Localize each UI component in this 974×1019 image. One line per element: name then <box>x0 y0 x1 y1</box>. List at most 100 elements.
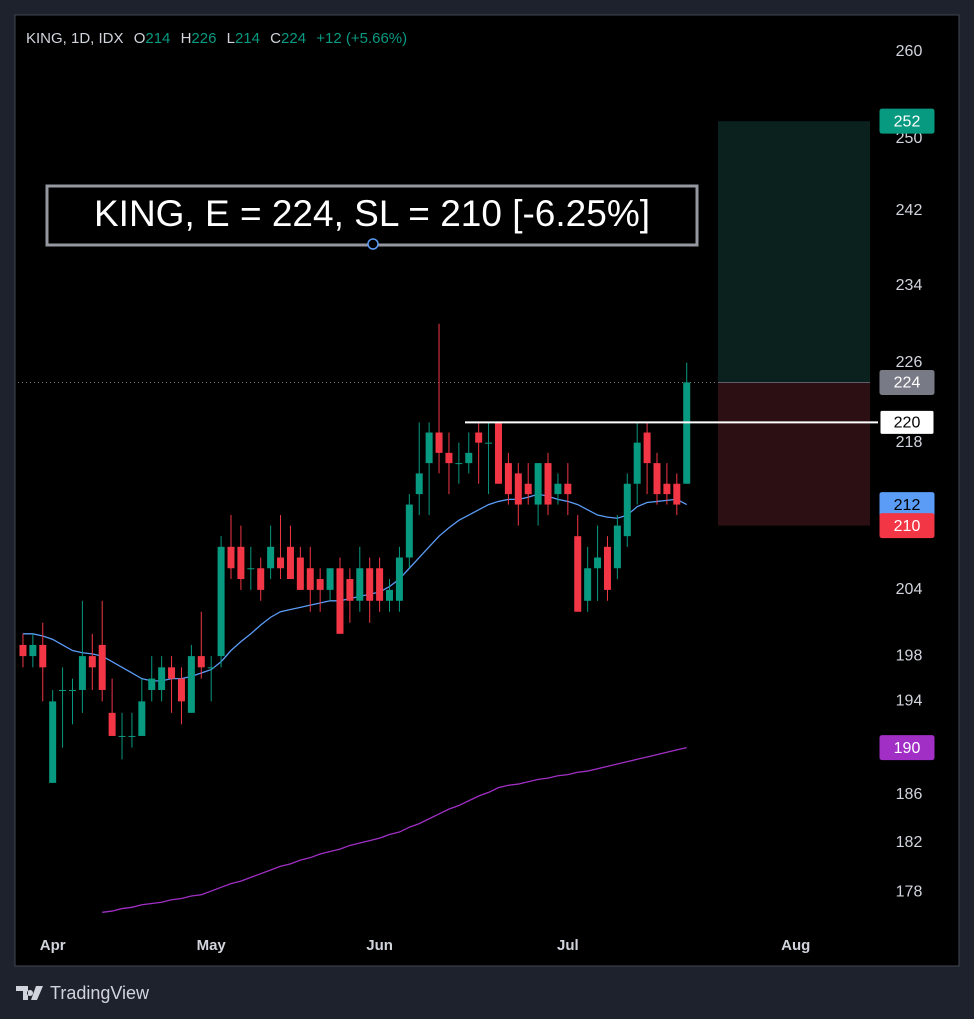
candle-body <box>257 568 265 590</box>
candle-body <box>356 568 364 601</box>
candle-body <box>475 432 483 443</box>
high-value: 226 <box>191 30 216 47</box>
candle-body <box>177 678 185 702</box>
candle-body <box>247 568 255 570</box>
candle-body <box>296 557 304 590</box>
price-tag <box>879 735 935 761</box>
y-tick-label: 242 <box>896 202 923 219</box>
moving-average-line <box>22 493 688 682</box>
price-tag-label: 252 <box>894 113 921 130</box>
candle-body <box>683 382 691 484</box>
candle-body <box>603 546 611 590</box>
price-tag <box>879 409 935 435</box>
candle-body <box>306 568 314 590</box>
candle-body <box>485 442 493 444</box>
candle-body <box>455 463 463 465</box>
low-label: L <box>227 30 235 47</box>
x-tick-label: Jun <box>366 937 393 954</box>
y-tick-label: 260 <box>896 43 923 60</box>
high-label: H <box>181 30 192 47</box>
candle-body <box>465 452 473 464</box>
candle-body <box>326 568 334 590</box>
axis-layer: 260 250 242 234 226 218 204 198 194 186 182 178 Apr M… <box>40 43 935 954</box>
candle-body <box>574 536 582 612</box>
candle-body <box>405 504 413 558</box>
candle-body <box>336 568 344 634</box>
open-value: 214 <box>145 30 170 47</box>
y-tick-label: 182 <box>896 834 923 851</box>
candle-body <box>118 735 126 737</box>
candle-body <box>524 483 532 495</box>
candle-body <box>346 579 354 601</box>
y-tick-label: 204 <box>896 581 923 598</box>
x-tick-label: Apr <box>40 937 66 954</box>
open-label: O <box>134 30 146 47</box>
candle-body <box>544 463 552 505</box>
legend-header: KING, 1D, IDX O214 H226 L214 C224 +12 (+… <box>26 30 407 47</box>
candle-body <box>197 656 205 668</box>
target-zone <box>718 121 870 383</box>
series-layer <box>19 323 878 913</box>
candle-body <box>158 667 166 690</box>
candle-body <box>39 644 47 668</box>
y-tick-label: 234 <box>896 277 923 294</box>
candle-body <box>613 525 621 569</box>
candle-body <box>623 483 631 537</box>
candle-body <box>168 667 176 679</box>
price-tag-label: 190 <box>894 740 921 757</box>
candle-body <box>445 452 453 464</box>
candle-body <box>138 701 146 736</box>
candle-body <box>494 422 502 484</box>
candle-body <box>643 432 651 464</box>
price-tag-label: 224 <box>894 375 921 392</box>
candle-body <box>108 712 116 736</box>
candle-body <box>217 546 225 657</box>
change: +12 (+5.66%) <box>316 30 407 47</box>
candle-body <box>534 463 542 505</box>
y-tick-label: 194 <box>896 693 923 710</box>
y-tick-label: 218 <box>896 434 923 451</box>
candle-body <box>316 579 324 590</box>
price-tag-label: 210 <box>894 518 921 535</box>
candle-body <box>68 689 76 691</box>
back-layer <box>18 121 870 526</box>
annotation-text: KING, E = 224, SL = 210 [-6.25%] <box>94 193 650 234</box>
candle-body <box>227 546 235 569</box>
candle-body <box>78 656 86 690</box>
candle-body <box>554 483 562 495</box>
candle-body <box>504 463 512 495</box>
candle-body <box>514 473 522 505</box>
symbol: KING, 1D, IDX <box>26 30 124 47</box>
y-tick-label: 178 <box>896 884 923 901</box>
price-tag-label: 220 <box>894 415 921 432</box>
candle-body <box>425 432 433 464</box>
price-tag-label: 212 <box>894 497 921 514</box>
candle-body <box>376 568 384 601</box>
candle-body <box>49 701 57 783</box>
watermark: TradingView <box>50 983 150 1003</box>
candle-body <box>415 473 423 495</box>
candle-body <box>435 432 443 453</box>
candle-body <box>98 644 106 690</box>
candle-body <box>395 557 403 601</box>
candle-body <box>633 442 641 484</box>
candle-body <box>207 667 215 669</box>
candle-body <box>59 689 67 691</box>
price-tag <box>879 108 935 134</box>
close-value: 224 <box>281 30 306 47</box>
candle-body <box>277 557 285 569</box>
overlay-layer: KING, E = 224, SL = 210 [-6.25%] <box>45 184 699 250</box>
x-tick-label: May <box>197 937 227 954</box>
price-tag <box>879 513 935 539</box>
low-value: 214 <box>235 30 260 47</box>
candle-body <box>88 656 96 668</box>
x-tick-label: Jul <box>557 937 579 954</box>
candle-body <box>564 483 572 495</box>
candle-body <box>653 463 661 495</box>
y-tick-label: 186 <box>896 786 923 803</box>
candle-body <box>187 656 195 713</box>
close-label: C <box>270 30 281 47</box>
candle-body <box>286 546 294 580</box>
